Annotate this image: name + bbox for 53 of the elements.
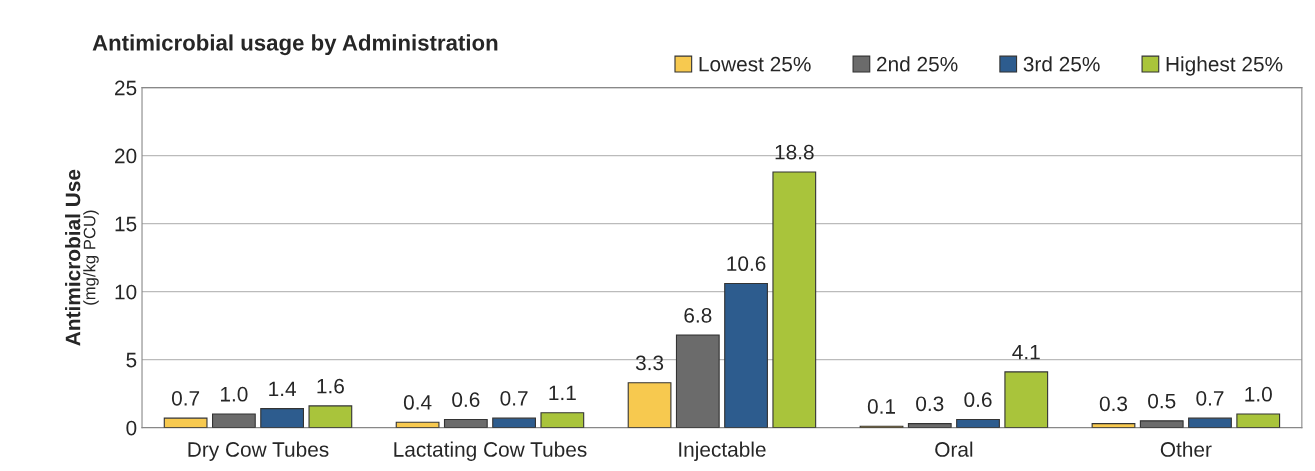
y-tick-label: 15	[115, 216, 137, 232]
data-label: 6.8	[684, 307, 712, 323]
data-label: 3.3	[635, 355, 664, 371]
bar	[627, 382, 672, 428]
x-tick-label: Dry Cow Tubes	[188, 441, 329, 461]
legend-label: 2nd 25%	[877, 56, 958, 72]
data-label: 1.0	[1245, 386, 1272, 402]
data-label: 0.6	[964, 392, 992, 408]
legend-label: Highest 25%	[1166, 56, 1283, 76]
y-tick-label: 5	[126, 352, 137, 368]
y-tick-label: 25	[115, 80, 137, 96]
y-tick-label: 0	[126, 420, 137, 436]
bar	[540, 412, 585, 428]
data-label: 1.0	[220, 386, 248, 402]
bar	[492, 417, 536, 428]
bar	[260, 408, 305, 428]
bar	[163, 417, 208, 428]
data-label: 0.3	[1099, 396, 1128, 412]
bar	[443, 418, 488, 428]
bar	[1236, 413, 1281, 428]
legend-label: Lowest 25%	[699, 56, 811, 72]
data-label: 0.7	[171, 390, 200, 406]
x-tick-label: Oral	[935, 441, 973, 457]
bar	[724, 282, 768, 428]
data-label: 0.3	[916, 396, 944, 412]
bar	[1004, 371, 1049, 428]
bar	[675, 334, 720, 428]
bar	[1139, 420, 1184, 428]
y-axis-title: Antimicrobial Use (mg/kg PCU)	[65, 169, 99, 346]
legend-label: 3rd 25%	[1023, 56, 1100, 72]
data-label: 1.6	[317, 378, 344, 394]
x-tick-label: Other	[1160, 441, 1212, 457]
x-tick-label: Injectable	[679, 441, 766, 461]
data-label: 4.1	[1012, 344, 1040, 360]
data-label: 10.6	[727, 256, 766, 272]
data-label: 18.8	[775, 144, 814, 160]
y-tick-label: 10	[115, 284, 137, 300]
x-tick-label: Lactating Cow Tubes	[394, 441, 587, 461]
data-label: 0.6	[452, 392, 480, 408]
data-label: 0.7	[1196, 390, 1224, 406]
data-label: 0.1	[867, 399, 895, 414]
bar	[1188, 417, 1232, 428]
data-label: 0.5	[1148, 393, 1176, 409]
data-label: 1.1	[549, 385, 576, 401]
bar	[211, 413, 256, 428]
bar	[308, 405, 353, 428]
data-label: 1.4	[269, 381, 296, 396]
bar	[772, 171, 817, 428]
chart-title: Antimicrobial usage by Administration	[92, 34, 498, 56]
y-tick-label: 20	[115, 148, 137, 164]
bar	[956, 418, 1000, 428]
data-label: 0.4	[403, 395, 432, 410]
data-label: 0.7	[500, 390, 528, 406]
